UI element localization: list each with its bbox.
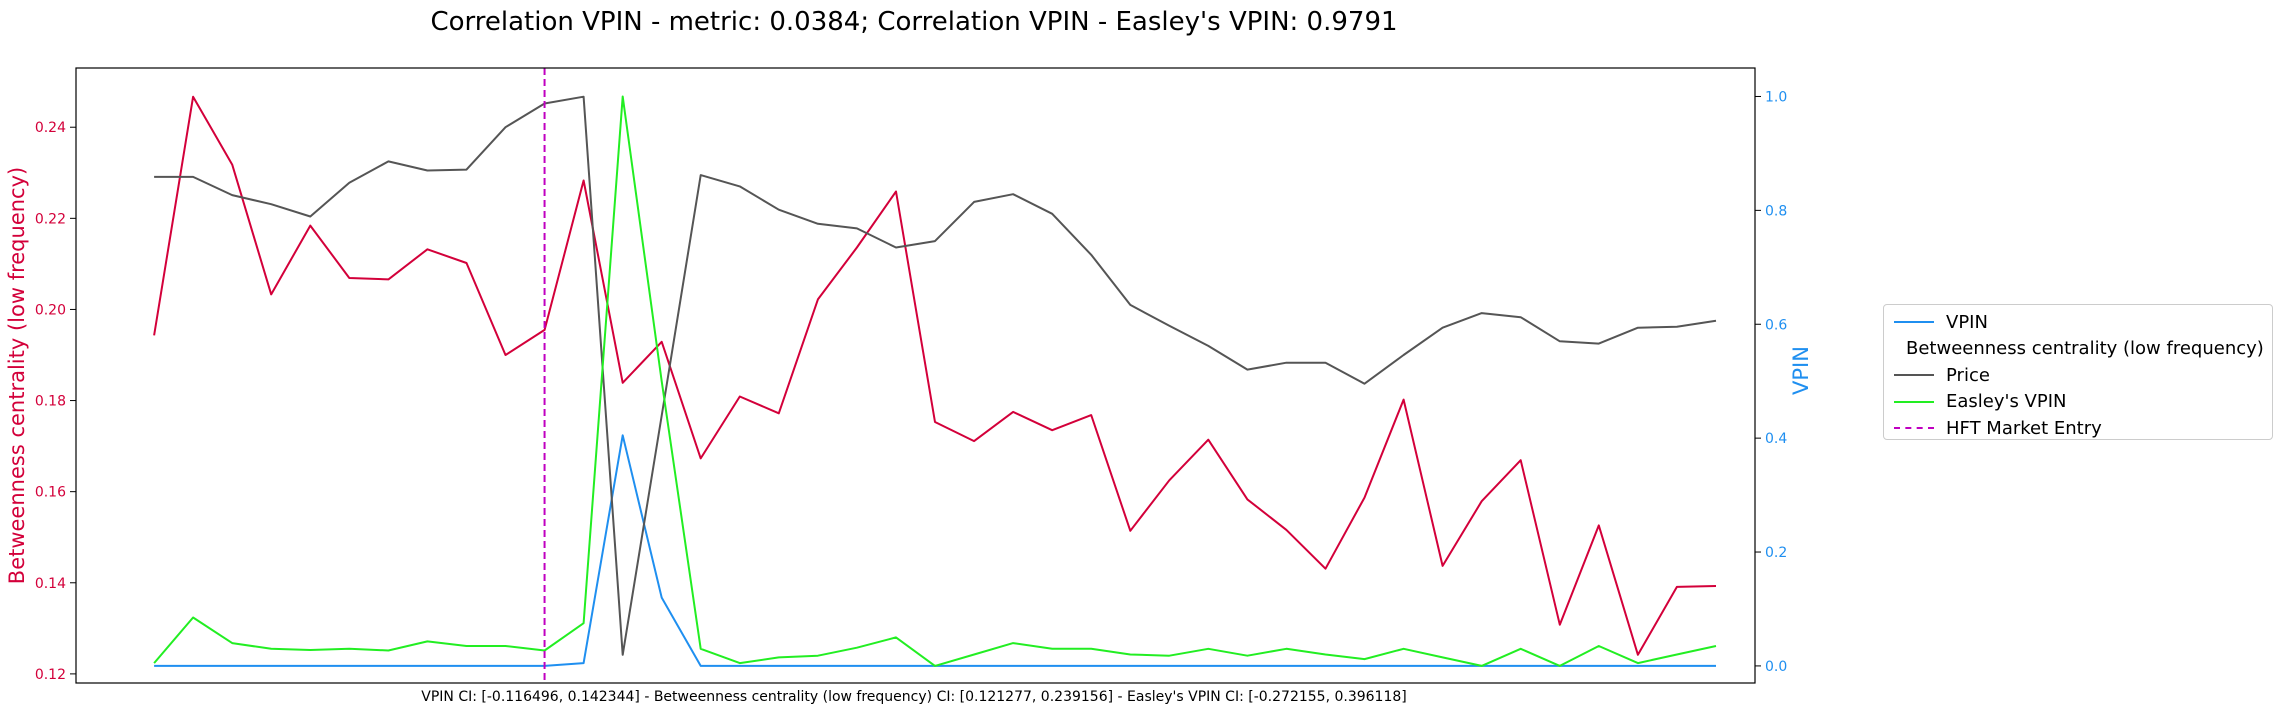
legend-item-price: Price	[1894, 362, 2262, 389]
left-tick-label: 0.12	[35, 667, 66, 683]
left-axis-label: Betweenness centrality (low frequency)	[5, 167, 29, 584]
legend: VPIN Betweenness centrality (low frequen…	[1883, 304, 2273, 440]
legend-item-hft-market-entry: HFT Market Entry	[1894, 415, 2262, 442]
right-tick-label: 0.2	[1765, 545, 1787, 561]
legend-swatch-easley-vpin	[1894, 400, 1934, 403]
legend-item-easley-vpin: Easley's VPIN	[1894, 389, 2262, 416]
right-axis: 0.0 0.2 0.4 0.6 0.8 1.0	[1755, 89, 1787, 675]
left-axis: 0.12 0.14 0.16 0.18 0.20 0.22 0.24	[35, 120, 76, 683]
right-tick-label: 0.6	[1765, 317, 1787, 333]
legend-swatch-hft-market-entry	[1894, 427, 1934, 430]
legend-item-vpin: VPIN	[1894, 309, 2262, 336]
left-tick-label: 0.24	[35, 120, 66, 136]
right-axis-label: VPIN	[1789, 346, 1813, 395]
left-tick-label: 0.16	[35, 485, 66, 501]
left-tick-label: 0.20	[35, 302, 66, 318]
right-tick-label: 0.8	[1765, 203, 1787, 219]
legend-item-betweenness: Betweenness centrality (low frequency)	[1894, 336, 2264, 363]
right-tick-label: 0.4	[1765, 431, 1787, 447]
plot-lines	[153, 68, 1717, 683]
x-axis-label: VPIN CI: [-0.116496, 0.142344] - Between…	[421, 689, 1406, 705]
series-line-vpin	[154, 434, 1716, 667]
left-tick-label: 0.18	[35, 394, 66, 410]
left-tick-label: 0.14	[35, 576, 66, 592]
legend-label-hft-market-entry: HFT Market Entry	[1946, 417, 2102, 439]
chart-title: Correlation VPIN - metric: 0.0384; Corre…	[430, 7, 1397, 37]
legend-label-easley-vpin: Easley's VPIN	[1946, 391, 2067, 413]
series-line-betweenness-centrality-low-frequency	[153, 95, 1717, 656]
legend-label-price: Price	[1946, 364, 1990, 386]
legend-label-vpin: VPIN	[1946, 311, 1988, 333]
series-line-price	[154, 95, 1717, 656]
plot-frame	[75, 67, 1756, 684]
right-tick-label: 1.0	[1765, 89, 1787, 105]
legend-label-betweenness: Betweenness centrality (low frequency)	[1906, 338, 2264, 360]
legend-swatch-price	[1894, 374, 1934, 377]
legend-swatch-vpin	[1894, 321, 1934, 324]
right-tick-label: 0.0	[1765, 659, 1787, 675]
left-tick-label: 0.22	[35, 211, 66, 227]
series-line-easley-s-vpin	[153, 95, 1717, 667]
